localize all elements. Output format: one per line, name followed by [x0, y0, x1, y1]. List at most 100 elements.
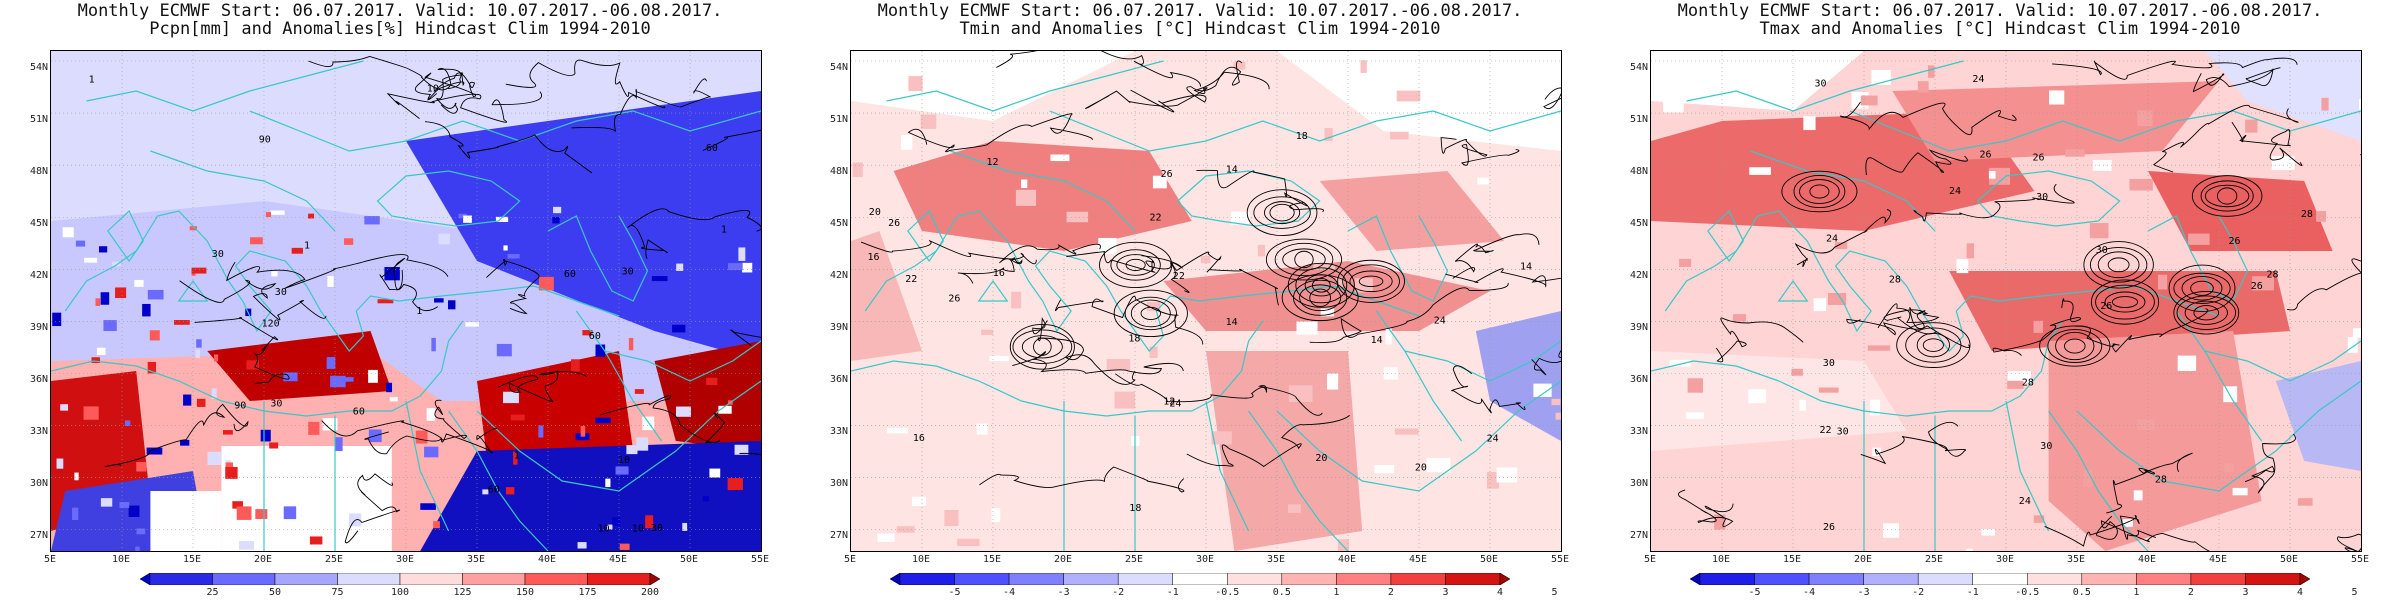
contour-lines — [1677, 57, 2361, 551]
tmin-panel: Monthly ECMWF Start: 06.07.2017. Valid: … — [800, 0, 1600, 600]
contour-label: 14 — [1371, 335, 1383, 346]
contour-label: 120 — [262, 319, 280, 330]
contour-label: 60 — [589, 331, 601, 342]
colorbar-svg — [140, 573, 660, 585]
contour-label: 30 — [2036, 192, 2048, 203]
latitude-label: 51N — [1629, 114, 1648, 125]
contour-label: 30 — [1823, 358, 1835, 369]
contour-label: 10 — [632, 524, 644, 535]
contour-label: 26 — [888, 218, 900, 229]
coastlines — [51, 60, 761, 551]
latitude-label: 30N — [29, 478, 48, 489]
panel-title-line1: Monthly ECMWF Start: 06.07.2017. Valid: … — [877, 1, 1523, 21]
tmax-map-svg: 24 22 26 28 30 26 24 30 28 26 24 30 28 26 24 30 28 26 30 28… — [1651, 51, 2361, 551]
longitude-label: 20E — [1853, 554, 1873, 565]
colorbar-label: 3 — [1442, 587, 1449, 598]
longitude-label: 50E — [2279, 554, 2299, 565]
latitude-label: 45N — [1629, 218, 1648, 229]
contour-label: 30 — [2096, 245, 2108, 256]
colorbar-label: -3 — [1857, 587, 1870, 598]
latitude-label: 27N — [829, 530, 848, 541]
colorbar-label: -0.5 — [2015, 587, 2040, 598]
contour-label: 12 — [987, 157, 999, 168]
colorbar-label: -4 — [1003, 587, 1016, 598]
contour-label: 24 — [1826, 233, 1838, 244]
latitude-label: 27N — [1629, 530, 1648, 541]
contour-label: 20 — [869, 207, 881, 218]
colorbar-label: -4 — [1803, 587, 1816, 598]
longitude-label: 45E — [1408, 554, 1428, 565]
coastlines — [851, 60, 1561, 551]
longitude-label: 5E — [1643, 554, 1657, 565]
contour-label: 60 — [353, 407, 365, 418]
contour-label: 20 — [1415, 463, 1427, 474]
latitude-label: 42N — [29, 270, 48, 281]
contour-label: 24 — [2019, 496, 2031, 507]
latitude-label: 33N — [1629, 426, 1648, 437]
longitude-label: 25E — [1124, 554, 1144, 565]
colorbar-label: -2 — [1112, 587, 1125, 598]
contour-label: 30 — [1837, 427, 1849, 438]
contour-label: 24 — [1949, 186, 1961, 197]
contour-label: 1 — [89, 75, 95, 86]
longitude-label: 10E — [911, 554, 931, 565]
colorbar-label: -5 — [948, 587, 961, 598]
contour-label: 18 — [1128, 334, 1140, 345]
latitude-label: 39N — [1629, 322, 1648, 333]
latitude-label: 54N — [29, 62, 48, 73]
contour-label: 60 — [706, 143, 718, 154]
tmax-map: 24 22 26 28 30 26 24 30 28 26 24 30 28 26 24 30 28 26 30 28… — [1650, 50, 2362, 552]
contour-label: 20 — [1315, 453, 1327, 464]
longitude-label: 40E — [2137, 554, 2157, 565]
contour-label: 90 — [234, 400, 246, 411]
colorbar-label: 200 — [640, 587, 660, 598]
colorbar-label: 0.5 — [1272, 587, 1291, 598]
panel-title-line1: Monthly ECMWF Start: 06.07.2017. Valid: … — [77, 1, 723, 21]
contour-label: 24 — [1169, 399, 1181, 410]
latitude-label: 51N — [829, 114, 848, 125]
latitude-label: 48N — [1629, 166, 1648, 177]
contour-label: 14 — [1520, 262, 1532, 273]
contour-label: 26 — [1161, 169, 1173, 180]
longitude-label: 55E — [1550, 554, 1570, 565]
precip-map-svg: 60 30 90 60 120 30 60 30 10 1 10 30 1 1 1 60 1 10 30 60 90 10 — [51, 51, 761, 551]
contour-label: 1 — [304, 241, 310, 252]
longitude-label: 15E — [182, 554, 202, 565]
contour-label: 60 — [488, 484, 500, 495]
panel-title-line2: Pcpn[mm] and Anomalies[%] Hindcast Clim … — [149, 19, 651, 39]
longitude-label: 40E — [1337, 554, 1357, 565]
longitude-label: 25E — [1924, 554, 1944, 565]
longitude-label: 45E — [608, 554, 628, 565]
panel-title-line1: Monthly ECMWF Start: 06.07.2017. Valid: … — [1677, 1, 2323, 21]
contour-label: 22 — [1820, 425, 1832, 436]
longitude-label: 30E — [395, 554, 415, 565]
contour-lines — [104, 55, 761, 544]
latitude-label: 27N — [29, 530, 48, 541]
colorbar-label: 150 — [515, 587, 535, 598]
colorbar-label: 4 — [2296, 587, 2304, 598]
colorbar-label: 4 — [1496, 587, 1504, 598]
latitude-label: 30N — [829, 478, 848, 489]
latitude-label: 39N — [829, 322, 848, 333]
colorbar-label: -2 — [1912, 587, 1925, 598]
colorbar-label: 1 — [1333, 587, 1340, 598]
longitude-label: 30E — [1995, 554, 2015, 565]
longitude-label: 35E — [2066, 554, 2086, 565]
colorbar-label: 2 — [2187, 587, 2194, 598]
colorbar-label: 175 — [578, 587, 597, 598]
contour-label: 30 — [622, 267, 634, 278]
longitude-label: 5E — [843, 554, 857, 565]
contour-label: 22 — [1150, 213, 1162, 224]
latitude-label: 54N — [829, 62, 848, 73]
contour-label: 24 — [1487, 434, 1499, 445]
contour-label: 14 — [1226, 317, 1238, 328]
contour-label: 1 — [514, 450, 520, 461]
contour-lines — [860, 51, 1561, 493]
contour-label: 26 — [1823, 522, 1835, 533]
contour-label: 26 — [2033, 153, 2045, 164]
colorbar-label: 50 — [268, 587, 282, 598]
latitude-label: 45N — [829, 218, 848, 229]
longitude-label: 15E — [982, 554, 1002, 565]
contour-label: 12 — [1163, 397, 1175, 408]
tmin-colorbar — [890, 573, 1510, 585]
